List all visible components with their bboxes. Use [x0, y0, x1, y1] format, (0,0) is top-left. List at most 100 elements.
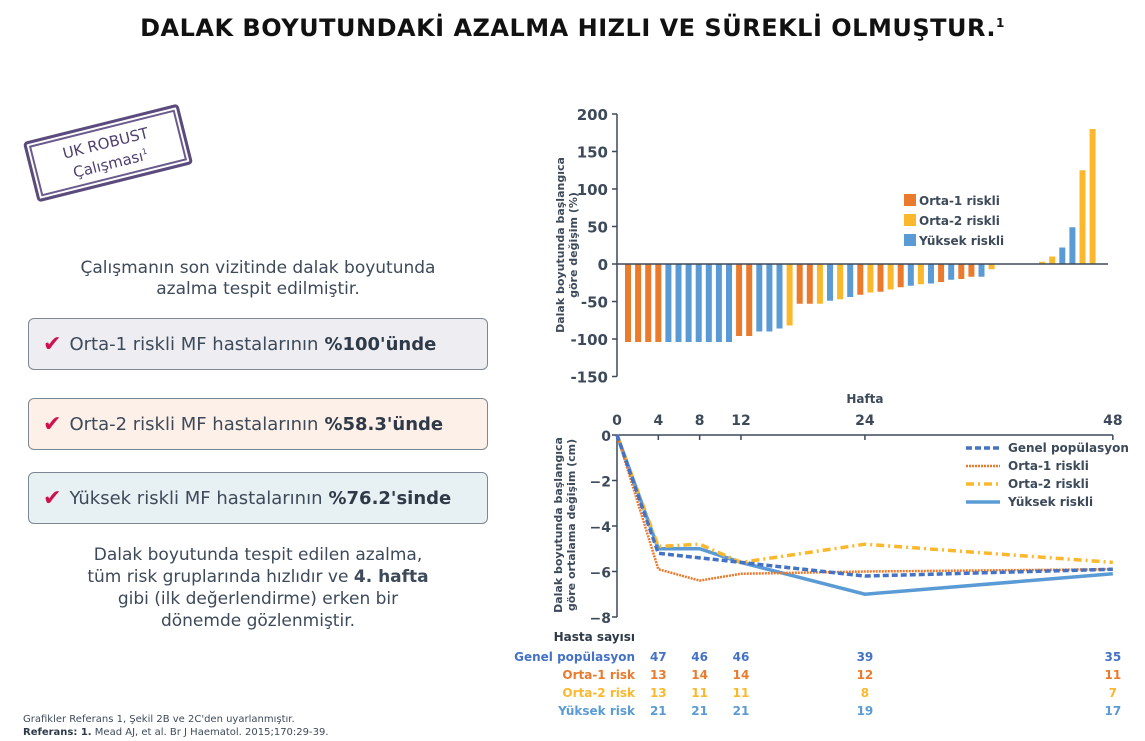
bar — [907, 264, 914, 286]
bar — [1059, 247, 1066, 264]
series-line — [615, 434, 1113, 582]
y-tick-label: −8 — [590, 611, 611, 627]
patient-count: 46 — [733, 650, 750, 664]
patient-row-label: Orta-2 risk — [562, 686, 636, 700]
bar — [837, 264, 844, 300]
x-tick-label: 4 — [653, 413, 663, 429]
bar — [756, 264, 763, 332]
check-icon: ✔ — [43, 411, 62, 437]
bar — [806, 264, 813, 304]
patient-table-header: Hasta sayısı — [554, 630, 635, 644]
patient-count: 8 — [861, 686, 869, 700]
patient-count: 13 — [650, 668, 667, 682]
patient-row-label: Genel popülasyon — [514, 650, 635, 664]
bar — [1089, 129, 1096, 264]
bar — [827, 264, 833, 301]
bar — [877, 264, 884, 292]
legend-label: Orta-1 riskli — [1008, 459, 1089, 473]
bar — [1069, 227, 1076, 264]
bar — [917, 264, 924, 285]
patient-count: 7 — [1109, 686, 1117, 700]
y-axis-label: Dalak boyutunda başlangıcagöre değişim (… — [554, 157, 580, 333]
check-icon: ✔ — [43, 331, 62, 357]
bar — [655, 264, 662, 342]
bar — [675, 264, 682, 342]
bar — [867, 264, 874, 293]
bar — [887, 264, 894, 290]
x-tick-label: 8 — [695, 413, 705, 429]
series-line — [615, 434, 1113, 578]
patient-count: 11 — [733, 686, 750, 700]
patient-count: 21 — [733, 704, 750, 718]
patient-row-label: Orta-1 risk — [562, 668, 636, 682]
bar — [685, 264, 692, 342]
patient-count: 11 — [1104, 668, 1121, 682]
study-stamp: UK ROBUST Çalışması1 — [22, 103, 194, 203]
result-box-orta2: ✔ Orta-2 riskli MF hastalarının %58.3'ünd… — [28, 398, 488, 450]
patient-count: 21 — [650, 704, 667, 718]
patient-count: 21 — [691, 704, 708, 718]
legend-label: Yüksek riskli — [918, 234, 1004, 248]
bar — [645, 264, 652, 342]
waterfall-bar-chart: 200 150 100 50 0 -50 -100 -150 Dalak boyutunda b… — [554, 106, 1108, 387]
bar — [736, 264, 743, 336]
bar — [796, 264, 803, 304]
result-box-yuksek: ✔ Yüksek riskli MF hastalarının %76.2'sin… — [28, 472, 488, 524]
bar — [857, 264, 864, 295]
bar — [948, 264, 955, 280]
patient-count: 12 — [857, 668, 874, 682]
patient-count: 11 — [691, 686, 708, 700]
legend-swatch — [904, 194, 916, 206]
bar — [746, 264, 753, 336]
legend-label: Orta-2 riskli — [919, 214, 1000, 228]
result-box-orta1: ✔ Orta-1 riskli MF hastalarının %100'ünde — [28, 318, 488, 370]
x-tick-label: 0 — [612, 413, 622, 429]
patient-count: 35 — [1104, 650, 1121, 664]
legend-label: Orta-1 riskli — [919, 194, 1000, 208]
bar — [766, 264, 773, 332]
bar — [1079, 170, 1086, 264]
legend-swatch — [904, 214, 916, 226]
patient-count: 39 — [857, 650, 874, 664]
bar — [665, 264, 672, 342]
y-tick-label: −6 — [590, 566, 611, 582]
bar — [816, 264, 823, 304]
series-line — [615, 434, 1113, 565]
y-axis-label: Dalak boyutunda başlangıcagöre ortalama … — [552, 437, 578, 613]
bar — [958, 264, 965, 279]
y-tick-label: 100 — [577, 181, 608, 199]
legend-label: Yüksek riskli — [1007, 495, 1093, 509]
bar — [928, 264, 934, 284]
patient-count: 17 — [1104, 704, 1121, 718]
x-tick-label: 24 — [855, 413, 875, 429]
legend-swatch — [904, 234, 916, 246]
patient-count: 46 — [691, 650, 708, 664]
bar — [705, 264, 712, 342]
y-tick-label: -100 — [570, 331, 608, 349]
y-tick-label: 0 — [598, 256, 608, 274]
footer-references: Grafikler Referans 1, Şekil 2B ve 2C'den… — [23, 714, 329, 738]
bar — [1049, 256, 1056, 264]
x-tick-label: 48 — [1103, 413, 1122, 429]
patient-row-label: Yüksek risk — [557, 704, 636, 718]
x-axis-label: Hafta — [846, 392, 883, 406]
patient-count: 14 — [733, 668, 750, 682]
summary-text: Dalak boyutunda tespit edilen azalma, tü… — [87, 545, 429, 631]
bar — [695, 264, 702, 342]
patient-count: 14 — [691, 668, 708, 682]
bar — [897, 264, 904, 288]
bar — [988, 264, 995, 270]
page-title: DALAK BOYUTUNDAKİ AZALMA HIZLI VE SÜREKL… — [140, 14, 1005, 42]
y-tick-label: 0 — [601, 429, 611, 445]
bar — [776, 264, 783, 329]
patient-count: 47 — [650, 650, 667, 664]
bar — [625, 264, 631, 342]
bar — [1039, 261, 1046, 264]
check-icon: ✔ — [43, 485, 62, 511]
y-tick-label: -150 — [570, 369, 608, 387]
intro-text: Çalışmanın son vizitinde dalak boyutunda… — [80, 258, 436, 299]
bar — [726, 264, 732, 342]
y-tick-label: -50 — [581, 294, 608, 312]
y-tick-label: 50 — [587, 219, 608, 237]
